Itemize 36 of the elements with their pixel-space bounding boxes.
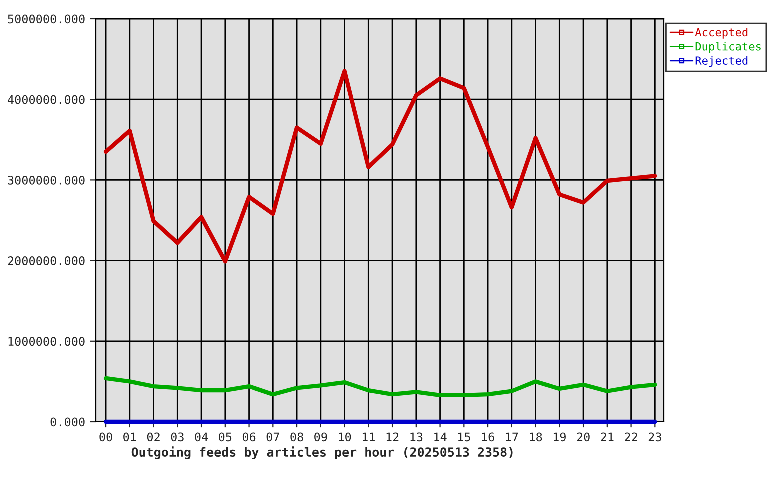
x-tick-label: 13 (410, 432, 423, 442)
y-tick-label: 3000000.000 (8, 176, 85, 185)
x-tick-label: 17 (506, 432, 518, 442)
legend-label: Accepted (695, 28, 748, 39)
x-tick-label: 23 (648, 432, 662, 442)
legend-label: Duplicates (696, 42, 761, 53)
x-tick-label: 11 (362, 432, 375, 442)
x-tick-label: 20 (577, 432, 590, 442)
x-axis-title: Outgoing feeds by articles per hour (20250513 2358) (132, 446, 513, 460)
line-series (104, 376, 658, 398)
y-tick-label: 0.000 (50, 418, 85, 427)
x-tick-label: 21 (601, 432, 614, 442)
x-tick-label: 06 (242, 432, 256, 442)
x-tick-label: 03 (171, 432, 184, 442)
x-tick-label: 02 (147, 432, 160, 442)
y-tick-label: 1000000.000 (8, 337, 85, 346)
x-tick-label: 04 (195, 432, 208, 442)
x-tick-label: 00 (100, 432, 112, 442)
y-tick-label: 5000000.000 (8, 14, 85, 24)
x-tick-label: 19 (554, 432, 566, 442)
line-series (104, 69, 658, 264)
x-tick-label: 09 (314, 432, 328, 442)
x-tick-label: 01 (124, 432, 136, 442)
x-tick-label: 05 (219, 432, 232, 442)
y-tick-label: 4000000.000 (8, 95, 85, 104)
x-tick-label: 14 (434, 432, 447, 442)
x-tick-label: 22 (625, 432, 638, 442)
x-tick-label: 08 (290, 432, 304, 442)
x-tick-label: 10 (339, 432, 352, 442)
x-tick-label: 18 (530, 432, 542, 442)
legend-label: Rejected (696, 56, 748, 68)
x-tick-label: 12 (386, 432, 399, 442)
x-tick-label: 16 (482, 432, 494, 442)
x-tick-label: 07 (266, 432, 280, 442)
y-tick-label: 2000000.000 (8, 256, 85, 266)
x-tick-label: 15 (458, 432, 470, 442)
